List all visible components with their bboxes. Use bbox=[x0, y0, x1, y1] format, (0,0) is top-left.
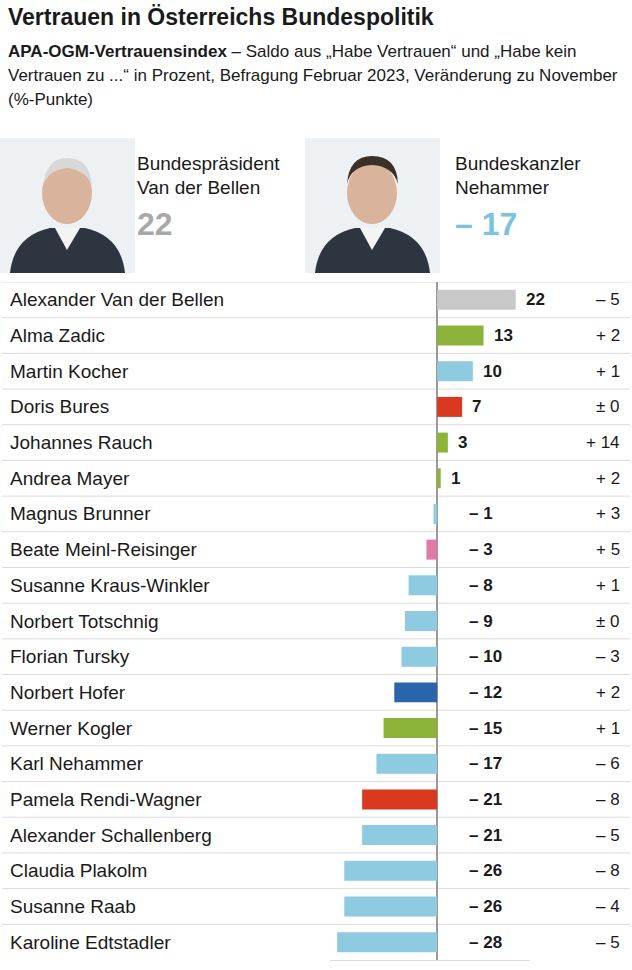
svg-text:Karl Nehammer: Karl Nehammer bbox=[10, 753, 144, 774]
svg-text:Werner Kogler: Werner Kogler bbox=[10, 718, 133, 739]
svg-text:– 17: – 17 bbox=[469, 754, 502, 773]
svg-text:– 10: – 10 bbox=[469, 647, 502, 666]
svg-text:– 15: – 15 bbox=[469, 719, 502, 738]
svg-text:– 5: – 5 bbox=[596, 933, 620, 952]
svg-text:– 9: – 9 bbox=[469, 612, 493, 631]
svg-text:Susanne Kraus-Winkler: Susanne Kraus-Winkler bbox=[10, 575, 210, 596]
svg-text:± 0: ± 0 bbox=[596, 612, 620, 631]
svg-text:– 5: – 5 bbox=[596, 290, 620, 309]
svg-text:+ 2: + 2 bbox=[596, 683, 620, 702]
svg-text:7: 7 bbox=[472, 397, 481, 416]
svg-text:+ 3: + 3 bbox=[596, 504, 620, 523]
svg-text:Johannes Rauch: Johannes Rauch bbox=[10, 432, 153, 453]
html-text:Vertrauen in Österreichs Bunde: Vertrauen in Österreichs Bundespolitik bbox=[8, 4, 434, 30]
svg-text:– 3: – 3 bbox=[469, 540, 493, 559]
svg-text:22: 22 bbox=[526, 290, 545, 309]
svg-text:– 3: – 3 bbox=[596, 647, 620, 666]
svg-text:13: 13 bbox=[494, 326, 513, 345]
svg-text:Claudia Plakolm: Claudia Plakolm bbox=[10, 860, 147, 881]
svg-text:+ 14: + 14 bbox=[586, 433, 620, 452]
svg-text:– 26: – 26 bbox=[469, 897, 502, 916]
svg-text:– 21: – 21 bbox=[469, 790, 502, 809]
svg-text:– 4: – 4 bbox=[596, 897, 620, 916]
html-text:22: 22 bbox=[137, 206, 173, 242]
html-text:Nehammer: Nehammer bbox=[455, 177, 549, 198]
svg-text:3: 3 bbox=[458, 433, 467, 452]
svg-text:+ 5: + 5 bbox=[596, 540, 620, 559]
svg-text:+ 1: + 1 bbox=[596, 719, 620, 738]
html-text:Bundespräsident: Bundespräsident bbox=[137, 153, 280, 174]
svg-text:Norbert Hofer: Norbert Hofer bbox=[10, 682, 126, 703]
svg-text:Martin Kocher: Martin Kocher bbox=[10, 361, 129, 382]
svg-text:Magnus Brunner: Magnus Brunner bbox=[10, 503, 151, 524]
svg-text:Karoline Edtstadler: Karoline Edtstadler bbox=[10, 932, 171, 953]
svg-text:Florian Tursky: Florian Tursky bbox=[10, 646, 130, 667]
svg-text:+ 2: + 2 bbox=[596, 469, 620, 488]
svg-text:Alexander Schallenberg: Alexander Schallenberg bbox=[10, 825, 212, 846]
svg-text:1: 1 bbox=[451, 469, 460, 488]
svg-text:– 21: – 21 bbox=[469, 826, 502, 845]
svg-text:– 26: – 26 bbox=[469, 861, 502, 880]
svg-text:– 1: – 1 bbox=[469, 504, 493, 523]
svg-text:– 5: – 5 bbox=[596, 826, 620, 845]
svg-text:– 8: – 8 bbox=[596, 861, 620, 880]
svg-text:+ 1: + 1 bbox=[596, 362, 620, 381]
svg-text:+ 2: + 2 bbox=[596, 326, 620, 345]
svg-text:– 12: – 12 bbox=[469, 683, 502, 702]
svg-text:– 6: – 6 bbox=[596, 754, 620, 773]
svg-text:– 28: – 28 bbox=[469, 933, 502, 952]
svg-text:Norbert Totschnig: Norbert Totschnig bbox=[10, 611, 159, 632]
svg-text:– 8: – 8 bbox=[469, 576, 493, 595]
html-text:Bundeskanzler: Bundeskanzler bbox=[455, 153, 581, 174]
svg-text:Alexander Van der Bellen: Alexander Van der Bellen bbox=[10, 289, 224, 310]
svg-text:Andrea Mayer: Andrea Mayer bbox=[10, 468, 130, 489]
svg-text:Doris Bures: Doris Bures bbox=[10, 396, 109, 417]
svg-text:± 0: ± 0 bbox=[596, 397, 620, 416]
svg-text:+ 1: + 1 bbox=[596, 576, 620, 595]
html-text:APA-OGM-Vertrauensindex – Sald: APA-OGM-Vertrauensindex – Saldo aus „Hab… bbox=[8, 42, 618, 109]
svg-text:– 8: – 8 bbox=[596, 790, 620, 809]
html-text:– 17: – 17 bbox=[455, 206, 518, 242]
svg-text:10: 10 bbox=[483, 362, 502, 381]
svg-text:Susanne Raab: Susanne Raab bbox=[10, 896, 136, 917]
svg-text:Beate Meinl-Reisinger: Beate Meinl-Reisinger bbox=[10, 539, 198, 560]
svg-text:Alma Zadic: Alma Zadic bbox=[10, 325, 105, 346]
html-text:Van der Bellen: Van der Bellen bbox=[137, 177, 261, 198]
svg-text:Pamela Rendi-Wagner: Pamela Rendi-Wagner bbox=[10, 789, 202, 810]
